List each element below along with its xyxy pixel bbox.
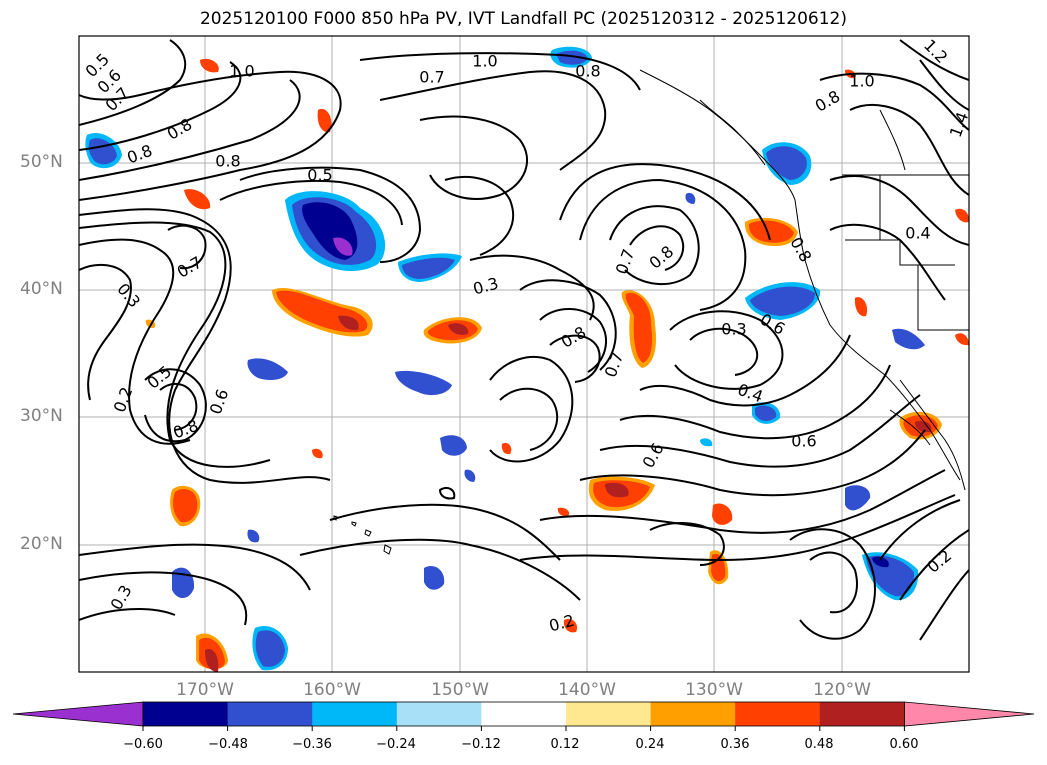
lat-label-40n: 40°N bbox=[20, 279, 63, 299]
contour-label: 1.2 bbox=[920, 36, 951, 67]
contour-label: 0.8 bbox=[646, 242, 678, 273]
colorbar-outline bbox=[142, 701, 905, 727]
map-title: 2025120100 F000 850 hPa PV, IVT Landfall… bbox=[199, 9, 847, 29]
coastlines bbox=[639, 69, 969, 491]
colorbar-segment bbox=[819, 702, 905, 726]
contour-label: 0.6 bbox=[206, 386, 233, 416]
contour-label: 0.3 bbox=[471, 274, 501, 299]
map-frame bbox=[78, 35, 970, 673]
colorbar-segment bbox=[735, 702, 821, 726]
contour-label: 1.4 bbox=[946, 109, 973, 139]
hawaiian-islands bbox=[333, 515, 392, 555]
pv-positive-shading bbox=[145, 58, 969, 672]
colorbar-segment bbox=[227, 702, 313, 726]
colorbar-tick-label: 0.12 bbox=[550, 737, 580, 752]
colorbar-tick-label: 0.24 bbox=[635, 737, 665, 752]
colorbar-tick-label: 0.36 bbox=[720, 737, 750, 752]
lat-label-50n: 50°N bbox=[20, 152, 63, 172]
colorbar-extend-high bbox=[904, 701, 1035, 727]
colorbar-tick-label: 0.60 bbox=[889, 737, 919, 752]
contour-label: 0.7 bbox=[612, 246, 639, 276]
contour-label: 0.7 bbox=[174, 253, 206, 282]
lat-label-20n: 20°N bbox=[20, 534, 63, 554]
colorbar-segment bbox=[143, 702, 229, 726]
contour-label: 1.0 bbox=[849, 72, 874, 91]
lat-label-30n: 30°N bbox=[20, 406, 63, 426]
contour-label: 1.0 bbox=[229, 62, 254, 81]
lon-label-120w: 120°W bbox=[813, 680, 871, 700]
colorbar-extend-low bbox=[12, 701, 144, 727]
contour-label: 0.2 bbox=[924, 546, 956, 577]
colorbar-segment bbox=[396, 702, 482, 726]
colorbar-tick-label: −0.24 bbox=[376, 737, 416, 752]
contour-label: 0.8 bbox=[215, 152, 240, 171]
colorbar-segment bbox=[481, 702, 567, 726]
colorbar-tick-label: −0.60 bbox=[123, 737, 163, 752]
lon-label-140w: 140°W bbox=[558, 680, 616, 700]
contour-label: 0.8 bbox=[558, 323, 590, 352]
contour-label: 0.8 bbox=[170, 416, 200, 443]
contour-label: 0.7 bbox=[601, 349, 628, 379]
colorbar-tick-label: −0.12 bbox=[461, 737, 501, 752]
colorbar-tick-label: 0.48 bbox=[804, 737, 834, 752]
contour-label: 0.4 bbox=[905, 224, 930, 243]
contour-label: 0.6 bbox=[639, 440, 668, 472]
gridlines bbox=[79, 36, 969, 672]
colorbar-segment bbox=[566, 702, 652, 726]
contour-label: 0.5 bbox=[307, 166, 332, 185]
lon-label-160w: 160°W bbox=[303, 680, 361, 700]
contour-label: 0.6 bbox=[791, 432, 816, 451]
contour-label: 0.3 bbox=[721, 320, 746, 339]
lon-label-150w: 150°W bbox=[431, 680, 489, 700]
colorbar-segment bbox=[312, 702, 398, 726]
contour-label: 0.2 bbox=[110, 384, 137, 414]
lon-label-130w: 130°W bbox=[685, 680, 743, 700]
colorbar-segment bbox=[650, 702, 736, 726]
contour-label: 0.8 bbox=[575, 62, 600, 81]
colorbar-tick-label: −0.36 bbox=[292, 737, 332, 752]
pv-negative-shading bbox=[85, 46, 925, 671]
contour-label: 1.0 bbox=[472, 52, 497, 71]
contour-label: 0.5 bbox=[144, 362, 176, 393]
contour-label: 0.8 bbox=[812, 87, 844, 116]
contour-label: 0.3 bbox=[113, 280, 144, 312]
pv-contours bbox=[79, 39, 969, 641]
contour-label: 0.7 bbox=[419, 68, 444, 87]
colorbar bbox=[12, 701, 1035, 731]
colorbar-tick-label: −0.48 bbox=[208, 737, 248, 752]
lon-label-170w: 170°W bbox=[176, 680, 234, 700]
